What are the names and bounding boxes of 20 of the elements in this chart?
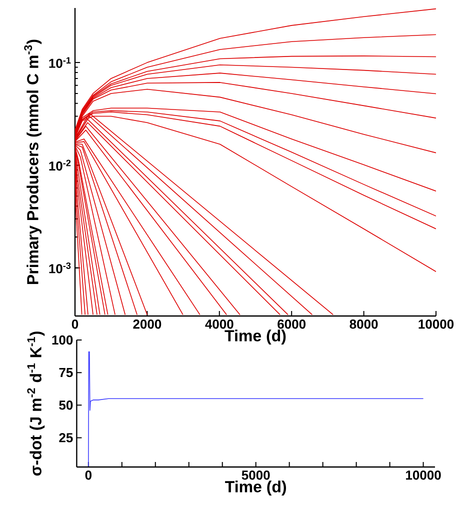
x-tick-label: 6000 <box>278 320 306 329</box>
x-tick-label: 8000 <box>350 320 378 329</box>
x-tick-label: 10000 <box>418 320 454 329</box>
x-axis-title: Time (d) <box>224 330 286 345</box>
y-axis-title: σ-dot (J m$^{-2}$ d$^{-1}$ K$^{-1}$) <box>27 332 45 476</box>
y-tick-label: 10$^{-1}$ <box>49 57 71 68</box>
x-axis-title: Time (d) <box>225 480 286 496</box>
x-tick-label: 5000 <box>242 470 270 480</box>
x-tick-label: 10000 <box>406 470 441 480</box>
y-tick-label: 75 <box>59 368 73 378</box>
y-axis-title: Primary Producers (mmol C m$^{-3}$) <box>24 40 42 284</box>
y-tick-label: 25 <box>59 433 73 442</box>
x-tick-label: 2000 <box>133 320 162 329</box>
x-tick-label: 4000 <box>205 320 234 329</box>
y-tick-label: 50 <box>59 400 73 410</box>
x-tick-label: 0 <box>85 470 92 480</box>
y-tick-label: 10$^{-3}$ <box>49 262 71 274</box>
y-tick-label: 100 <box>52 335 73 345</box>
x-tick-label: 0 <box>72 320 78 329</box>
y-tick-label: 10$^{-2}$ <box>49 160 71 171</box>
